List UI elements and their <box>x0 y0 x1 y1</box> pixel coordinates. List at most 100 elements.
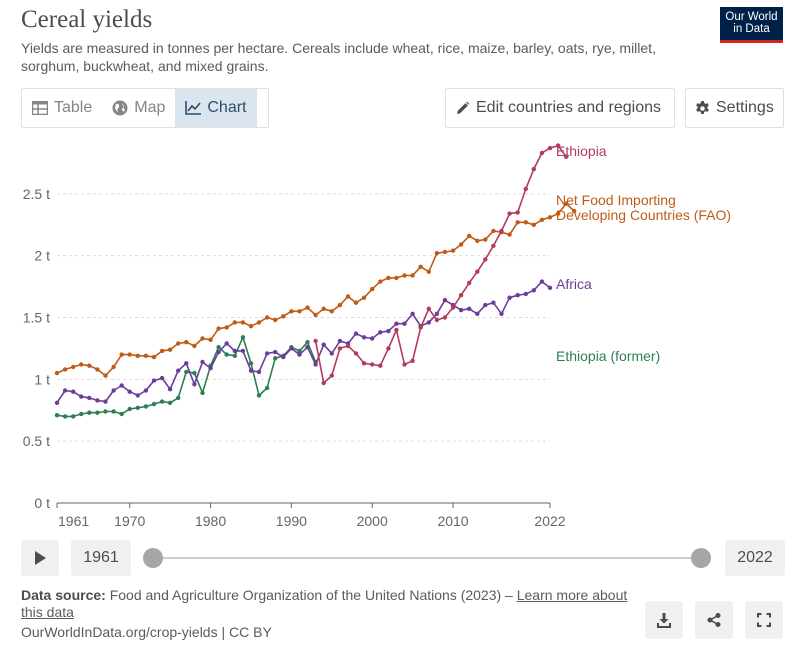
data-point <box>79 411 84 417</box>
end-year-handle[interactable] <box>691 548 711 568</box>
x-tick-label: 1970 <box>114 513 145 529</box>
data-point <box>507 232 512 237</box>
data-point <box>531 288 536 293</box>
data-point <box>232 353 237 358</box>
line-chart-icon <box>185 101 202 115</box>
data-point <box>499 228 504 234</box>
timeline-track[interactable] <box>153 557 701 559</box>
share-button[interactable] <box>695 601 733 639</box>
fullscreen-button[interactable] <box>745 601 783 639</box>
data-point <box>515 220 520 225</box>
chart-subtitle: Yields are measured in tonnes per hectar… <box>21 40 656 74</box>
series-line-ethiopia-former- <box>56 336 317 418</box>
download-button[interactable] <box>645 601 683 639</box>
data-point <box>402 321 407 326</box>
series-label: Africa <box>556 276 592 292</box>
data-point <box>200 336 205 341</box>
y-tick-label: 1 t <box>34 371 50 387</box>
data-point <box>248 361 254 366</box>
data-point <box>176 368 181 373</box>
learn-more-link[interactable]: Learn more about this data <box>21 587 628 620</box>
x-tick-label: 1990 <box>276 513 307 529</box>
data-point <box>539 217 545 222</box>
data-point <box>434 311 440 316</box>
data-point <box>305 305 310 310</box>
data-point <box>240 348 246 354</box>
data-point <box>523 291 528 297</box>
data-point <box>184 369 189 375</box>
data-point <box>192 343 197 349</box>
x-tick-label: 1980 <box>195 513 226 529</box>
data-point <box>402 273 407 278</box>
tab-chart-label: Chart <box>207 99 247 116</box>
data-point <box>232 320 237 325</box>
data-point <box>434 317 440 323</box>
data-point <box>507 295 512 300</box>
data-point <box>572 208 577 214</box>
data-point <box>386 275 391 281</box>
data-point <box>410 273 415 278</box>
data-point <box>426 269 431 274</box>
data-point <box>135 353 140 358</box>
end-year-box[interactable]: 2022 <box>725 540 785 576</box>
data-point <box>313 362 318 367</box>
data-point <box>224 352 229 357</box>
data-point <box>450 305 456 310</box>
tab-chart[interactable]: Chart <box>175 89 257 127</box>
data-point <box>329 351 334 356</box>
data-point <box>531 166 536 172</box>
data-point <box>95 367 100 372</box>
data-point <box>394 275 399 281</box>
data-point <box>184 340 189 345</box>
x-tick-label: 2022 <box>534 513 565 529</box>
data-point <box>555 143 561 148</box>
tab-table[interactable]: Table <box>22 89 102 127</box>
settings-button[interactable]: Settings <box>685 88 784 128</box>
owid-logo[interactable]: Our World in Data <box>720 7 783 43</box>
data-point <box>394 321 399 326</box>
data-point <box>176 395 181 401</box>
fullscreen-icon <box>757 613 771 627</box>
edit-countries-button[interactable]: Edit countries and regions <box>445 88 675 128</box>
data-point <box>208 366 213 371</box>
data-point <box>208 337 213 342</box>
data-point <box>232 348 237 354</box>
data-point <box>337 338 343 344</box>
data-point <box>103 373 108 378</box>
data-point <box>264 385 270 391</box>
start-year-box[interactable]: 1961 <box>71 540 131 576</box>
play-button[interactable] <box>21 540 59 576</box>
data-point <box>281 314 286 319</box>
data-point <box>264 351 270 356</box>
y-tick-label: 0 t <box>34 495 50 511</box>
source-url[interactable]: OurWorldInData.org/crop-yields | CC BY <box>21 624 272 640</box>
data-point <box>305 340 310 345</box>
data-point <box>167 400 173 405</box>
data-point <box>361 295 367 300</box>
data-point <box>297 348 302 354</box>
data-point <box>467 233 472 239</box>
data-point <box>378 363 383 368</box>
tab-map[interactable]: Map <box>102 89 175 127</box>
data-point <box>321 306 326 311</box>
start-year-handle[interactable] <box>143 548 163 568</box>
data-point <box>192 382 197 387</box>
download-icon <box>657 612 671 628</box>
data-point <box>321 380 326 386</box>
share-icon <box>707 613 721 627</box>
data-point <box>273 349 278 355</box>
data-point <box>523 186 528 192</box>
data-point <box>167 347 173 352</box>
data-point <box>426 306 431 311</box>
data-point <box>491 228 496 234</box>
data-point <box>547 145 553 151</box>
data-point <box>547 215 553 220</box>
source-label: Data source: <box>21 587 106 603</box>
data-point <box>54 413 60 418</box>
data-point <box>370 362 375 367</box>
data-point <box>143 404 149 409</box>
data-point <box>289 346 294 351</box>
data-point <box>321 342 326 347</box>
data-point <box>289 309 294 314</box>
play-icon <box>35 551 46 565</box>
